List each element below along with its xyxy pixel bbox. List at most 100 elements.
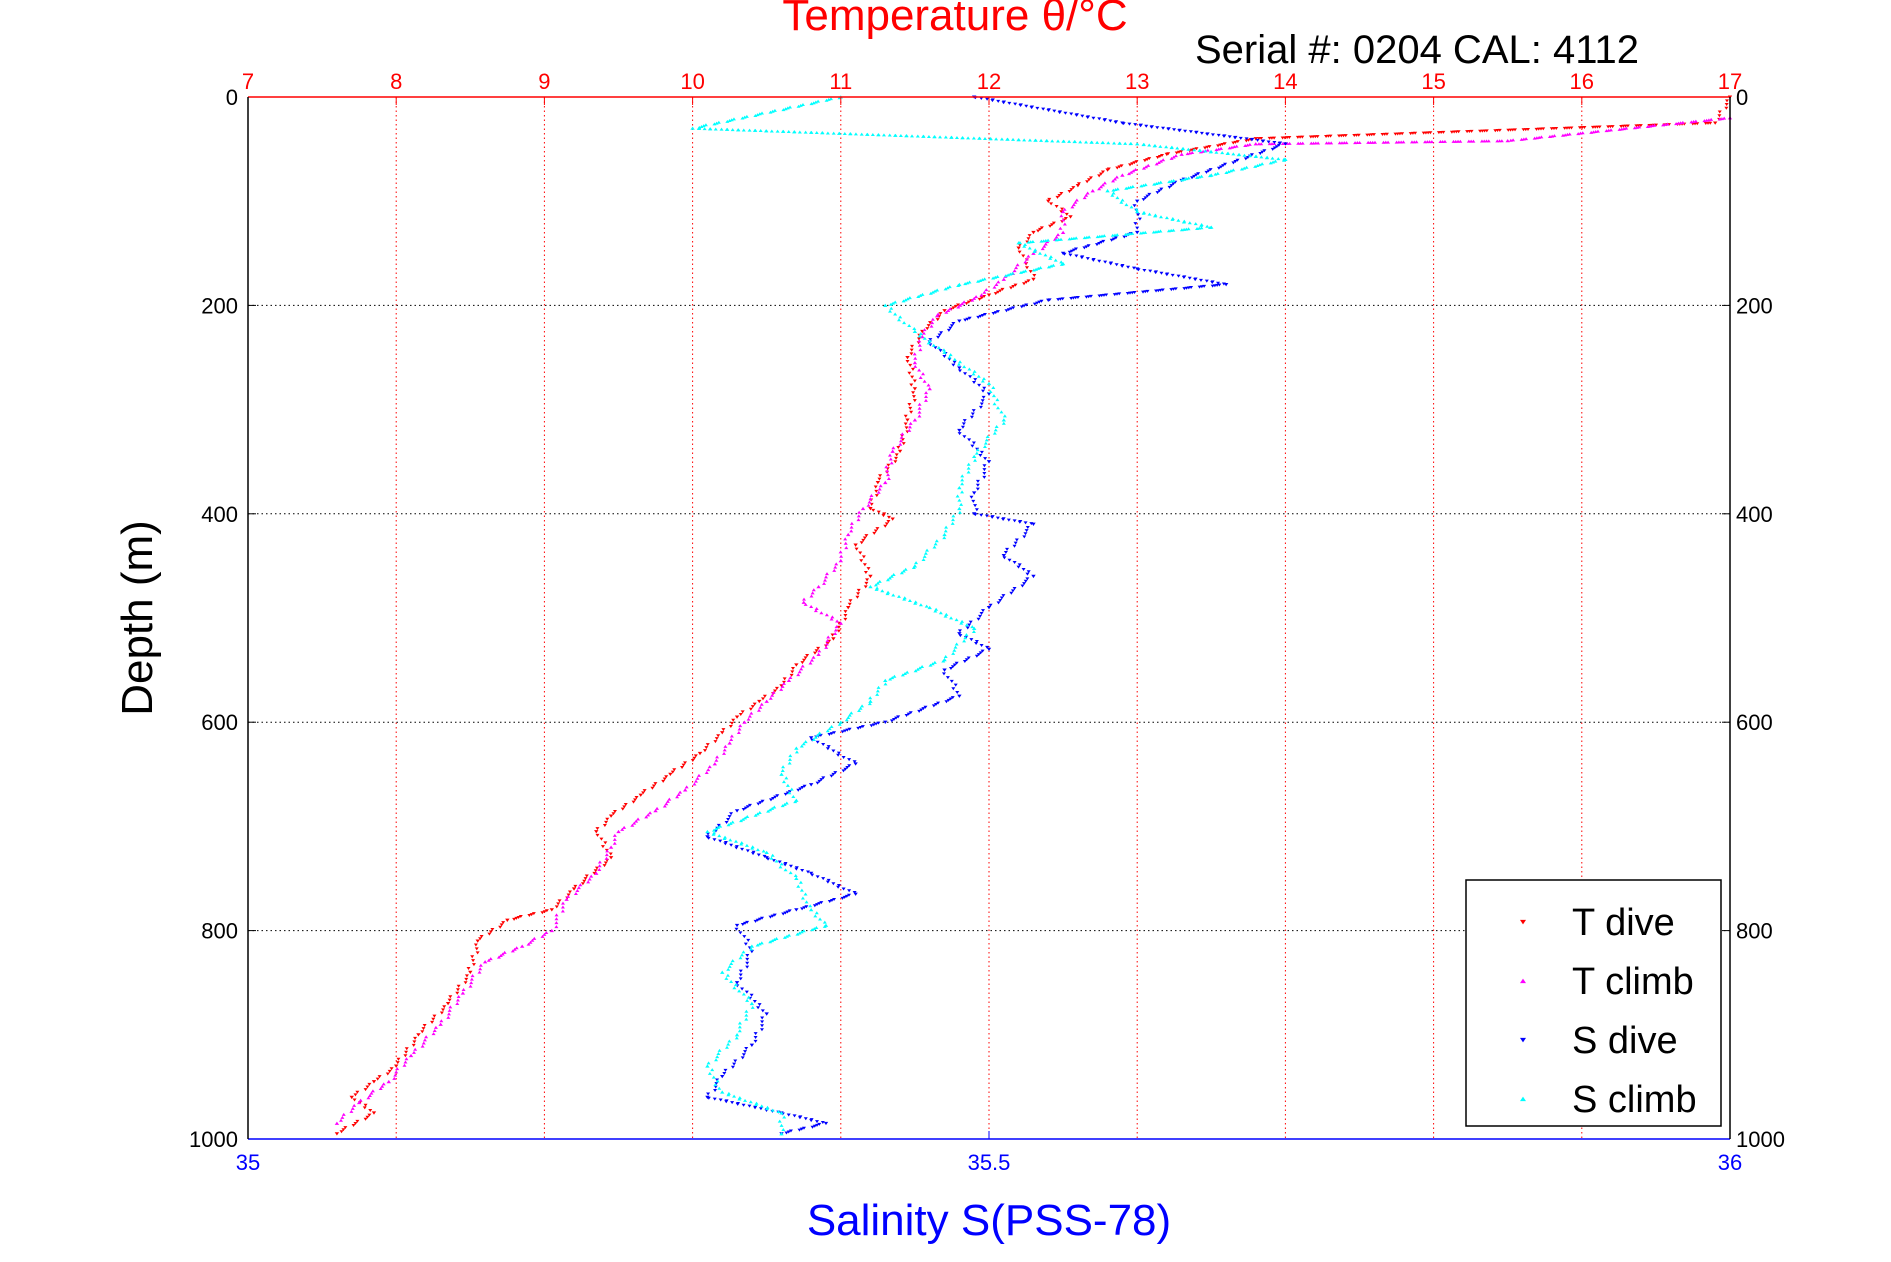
data-point-interp — [1119, 164, 1124, 168]
data-point-interp — [774, 859, 779, 863]
data-point-interp — [770, 914, 775, 918]
legend-item: S climb — [1520, 1079, 1697, 1121]
data-point-interp — [702, 127, 707, 131]
data-point-interp — [1271, 160, 1276, 164]
data-point-interp — [971, 409, 976, 413]
data-point-interp — [1112, 177, 1117, 181]
data-point-interp — [1220, 151, 1225, 155]
data-point-interp — [1591, 130, 1596, 134]
data-point-interp — [1206, 169, 1211, 173]
data-point — [764, 850, 769, 854]
data-point-interp — [446, 1015, 451, 1019]
data-point-interp — [1054, 238, 1059, 242]
data-point-interp — [580, 882, 585, 886]
data-point — [1016, 241, 1021, 245]
data-point — [334, 1132, 340, 1136]
data-point-interp — [817, 779, 822, 783]
data-point-interp — [921, 558, 926, 562]
data-point-interp — [949, 616, 954, 620]
data-point-interp — [1054, 205, 1059, 209]
data-point-interp — [874, 494, 879, 498]
data-point-interp — [1069, 188, 1074, 192]
data-point-interp — [455, 998, 460, 1002]
data-point-interp — [830, 615, 835, 619]
data-point-interp — [711, 1075, 716, 1079]
data-point-interp — [1110, 233, 1115, 237]
data-point — [794, 908, 799, 912]
data-point-interp — [740, 710, 745, 714]
data-point-interp — [1167, 185, 1172, 189]
data-point-interp — [1036, 266, 1041, 270]
data-point-interp — [824, 572, 829, 576]
data-point-interp — [1012, 269, 1017, 273]
data-point-interp — [1115, 187, 1120, 191]
data-point-interp — [1268, 161, 1273, 165]
bottom-axis-tick-label: 35.5 — [968, 1150, 1011, 1175]
data-point-interp — [843, 541, 848, 545]
data-point — [1120, 173, 1125, 177]
data-point-interp — [834, 562, 839, 566]
data-point-interp — [1394, 140, 1399, 144]
data-point-interp — [843, 610, 848, 614]
data-point-interp — [985, 645, 990, 649]
data-point-interp — [554, 917, 559, 921]
data-point-interp — [875, 527, 880, 531]
data-point-interp — [1025, 266, 1030, 270]
data-point-interp — [908, 363, 913, 367]
data-point-interp — [970, 444, 975, 448]
data-point-interp — [646, 813, 651, 817]
data-point-interp — [786, 1130, 791, 1134]
data-point-interp — [1604, 129, 1609, 133]
data-point-interp — [885, 469, 890, 473]
data-point-interp — [1108, 262, 1113, 266]
data-point-interp — [432, 1029, 437, 1033]
data-point — [668, 772, 673, 777]
data-point-interp — [1171, 155, 1176, 159]
marks-layer — [334, 95, 1733, 1136]
data-point-interp — [706, 768, 711, 772]
data-point-interp — [1255, 163, 1260, 167]
data-point-interp — [612, 841, 617, 845]
data-point-interp — [834, 625, 839, 629]
data-point-interp — [771, 859, 776, 863]
data-point-interp — [977, 383, 982, 387]
data-point-interp — [801, 929, 806, 933]
data-point-interp — [448, 1005, 453, 1009]
data-point-interp — [984, 288, 989, 292]
data-point-interp — [595, 827, 600, 831]
data-point — [1105, 168, 1110, 172]
data-point-interp — [636, 817, 641, 821]
data-point-interp — [874, 722, 879, 726]
data-point-interp — [583, 877, 588, 881]
data-point-interp — [1046, 265, 1051, 269]
data-point — [1075, 184, 1081, 188]
data-point-interp — [982, 468, 987, 472]
data-point-interp — [873, 485, 878, 489]
data-point-interp — [1493, 129, 1498, 133]
data-point-interp — [831, 131, 836, 135]
data-point-interp — [727, 964, 732, 968]
data-point-interp — [759, 702, 764, 706]
data-point-interp — [948, 307, 953, 311]
data-point-interp — [924, 394, 929, 398]
data-point-interp — [889, 574, 894, 578]
data-point-interp — [924, 391, 929, 395]
data-point-interp — [799, 1127, 804, 1131]
data-point-interp — [1144, 165, 1149, 169]
data-point-interp — [729, 737, 734, 741]
data-point-interp — [730, 128, 735, 132]
data-point-interp — [1064, 212, 1069, 216]
data-point-interp — [1408, 132, 1413, 136]
data-point — [757, 699, 762, 704]
data-point-interp — [744, 843, 749, 847]
data-point-interp — [903, 298, 908, 302]
data-point-interp — [962, 639, 967, 643]
data-point-interp — [1040, 247, 1045, 251]
data-point-interp — [1244, 139, 1249, 143]
data-point-interp — [1041, 107, 1046, 111]
data-point-interp — [403, 1060, 408, 1064]
data-point-interp — [1547, 134, 1552, 138]
data-point-interp — [984, 438, 989, 442]
data-point-interp — [611, 812, 616, 816]
data-point-interp — [756, 853, 761, 857]
